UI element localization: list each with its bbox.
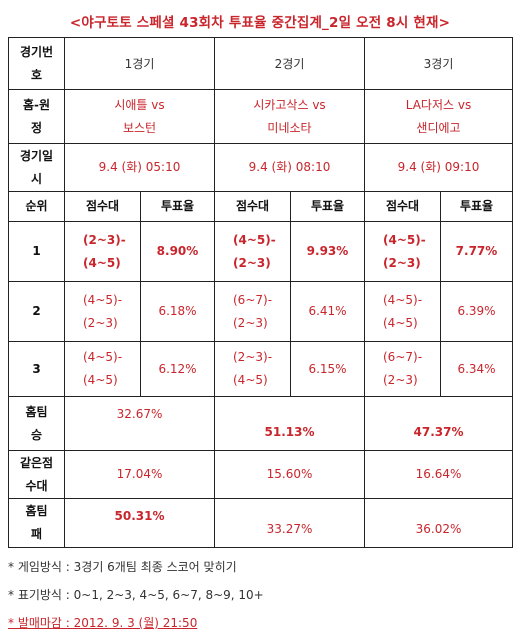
game-1-home-loss: 50.31%: [64, 498, 215, 548]
game-number-label: 경기번 호: [8, 37, 65, 90]
rank-number: 2: [8, 281, 65, 342]
score-range-cell: (6~7)- (2~3): [364, 341, 441, 397]
vote-rate-label: 투표율: [290, 191, 365, 222]
vote-rate-cell: 6.41%: [290, 281, 365, 342]
game-2-date: 9.4 (화) 08:10: [214, 143, 365, 192]
vote-rate-label: 투표율: [440, 191, 513, 222]
game-3-date: 9.4 (화) 09:10: [364, 143, 513, 192]
draw-row: 같은점 수대 17.04% 15.60% 16.64%: [8, 450, 513, 499]
home-win-row: 홈팀 승 32.67% 51.13% 47.37%: [8, 396, 513, 451]
vote-rate-cell: 6.15%: [290, 341, 365, 397]
game-1-teams: 시애틀 vs 보스턴: [64, 89, 215, 144]
game-3-home-loss: 36.02%: [364, 498, 513, 548]
vote-rate-label: 투표율: [140, 191, 215, 222]
home-loss-row: 홈팀 패 50.31% 33.27% 36.02%: [8, 498, 513, 548]
game-2-home-win: 51.13%: [214, 396, 365, 451]
rank-row-1: 1 (2~3)- (4~5) 8.90% (4~5)- (2~3) 9.93% …: [8, 221, 513, 282]
game-3-draw: 16.64%: [364, 450, 513, 499]
vote-rate-cell: 9.93%: [290, 221, 365, 282]
vote-rate-cell: 6.34%: [440, 341, 513, 397]
page-title: <야구토토 스페셜 43회차 투표율 중간집계_2일 오전 8시 현재>: [69, 15, 451, 31]
vote-rate-cell: 6.39%: [440, 281, 513, 342]
vote-rate-cell: 8.90%: [140, 221, 215, 282]
vote-rate-cell: 6.18%: [140, 281, 215, 342]
score-range-label: 점수대: [364, 191, 441, 222]
home-away-label: 홈-원 정: [8, 89, 65, 144]
score-range-cell: (2~3)- (4~5): [64, 221, 141, 282]
score-range-cell: (4~5)- (2~3): [64, 281, 141, 342]
sub-header-row: 순위 점수대 투표율 점수대 투표율 점수대 투표율: [8, 191, 513, 222]
vote-rate-table: 경기번 호 1경기 2경기 3경기 홈-원 정 시애틀 vs 보스턴 시카고삭스…: [8, 37, 513, 548]
score-range-cell: (4~5)- (2~3): [214, 221, 291, 282]
rank-number: 1: [8, 221, 65, 282]
rank-row-3: 3 (4~5)- (4~5) 6.12% (2~3)- (4~5) 6.15% …: [8, 341, 513, 397]
vote-rate-cell: 7.77%: [440, 221, 513, 282]
game-2-teams: 시카고삭스 vs 미네소타: [214, 89, 365, 144]
note-notation: * 표기방식 : 0~1, 2~3, 4~5, 6~7, 8~9, 10+: [8, 588, 264, 602]
score-range-label: 점수대: [64, 191, 141, 222]
home-away-row: 홈-원 정 시애틀 vs 보스턴 시카고삭스 vs 미네소타 LA다저스 vs …: [8, 89, 513, 144]
draw-label: 같은점 수대: [8, 450, 65, 499]
score-range-cell: (2~3)- (4~5): [214, 341, 291, 397]
note-game-method: * 게임방식 : 3경기 6개팀 최종 스코어 맞히기: [8, 560, 237, 574]
rank-row-2: 2 (4~5)- (2~3) 6.18% (6~7)- (2~3) 6.41% …: [8, 281, 513, 342]
score-range-cell: (6~7)- (2~3): [214, 281, 291, 342]
score-range-label: 점수대: [214, 191, 291, 222]
game-3-teams: LA다저스 vs 샌디에고: [364, 89, 513, 144]
game-3-home-win: 47.37%: [364, 396, 513, 451]
home-loss-label: 홈팀 패: [8, 498, 65, 548]
note-deadline: * 발매마감 : 2012. 9. 3 (월) 21:50: [8, 616, 198, 630]
vote-rate-cell: 6.12%: [140, 341, 215, 397]
game-2-draw: 15.60%: [214, 450, 365, 499]
home-win-label: 홈팀 승: [8, 396, 65, 451]
header-row: 경기번 호 1경기 2경기 3경기: [8, 37, 513, 90]
game-1-date: 9.4 (화) 05:10: [64, 143, 215, 192]
score-range-cell: (4~5)- (4~5): [364, 281, 441, 342]
game-1-header: 1경기: [64, 37, 215, 90]
rank-label: 순위: [8, 191, 65, 222]
date-label: 경기일 시: [8, 143, 65, 192]
game-1-home-win: 32.67%: [64, 396, 215, 451]
score-range-cell: (4~5)- (4~5): [64, 341, 141, 397]
notes: * 게임방식 : 3경기 6개팀 최종 스코어 맞히기 * 표기방식 : 0~1…: [8, 553, 264, 637]
date-row: 경기일 시 9.4 (화) 05:10 9.4 (화) 08:10 9.4 (화…: [8, 143, 513, 192]
game-3-header: 3경기: [364, 37, 513, 90]
score-range-cell: (4~5)- (2~3): [364, 221, 441, 282]
game-1-draw: 17.04%: [64, 450, 215, 499]
game-2-home-loss: 33.27%: [214, 498, 365, 548]
rank-number: 3: [8, 341, 65, 397]
game-2-header: 2경기: [214, 37, 365, 90]
